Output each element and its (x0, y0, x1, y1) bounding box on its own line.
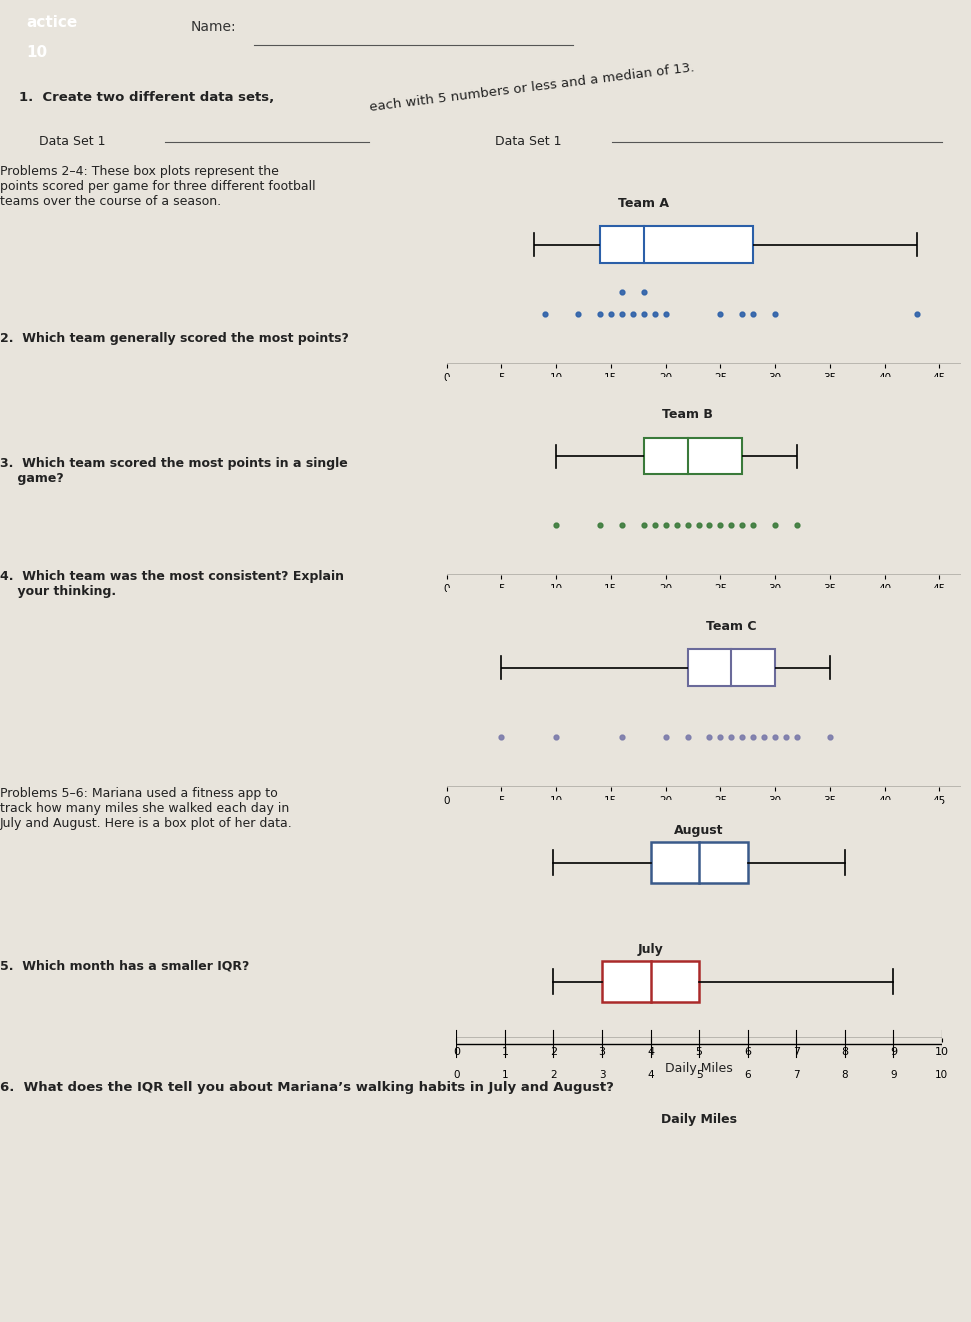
Text: Daily Miles: Daily Miles (661, 1113, 737, 1126)
Text: Data Set 1: Data Set 1 (495, 135, 561, 148)
Bar (687, 649, 775, 686)
Text: 9: 9 (890, 1071, 896, 1080)
Text: Problems 2–4: These box plots represent the
points scored per game for three dif: Problems 2–4: These box plots represent … (0, 165, 316, 209)
Text: 3.  Which team scored the most points in a single
    game?: 3. Which team scored the most points in … (0, 457, 348, 485)
Text: 4.  Which team was the most consistent? Explain
    your thinking.: 4. Which team was the most consistent? E… (0, 570, 344, 598)
Text: 8: 8 (842, 1071, 848, 1080)
Text: 3: 3 (599, 1071, 605, 1080)
Text: 4: 4 (648, 1071, 653, 1080)
Text: 6.  What does the IQR tell you about Mariana’s walking habits in July and August: 6. What does the IQR tell you about Mari… (0, 1081, 614, 1095)
Text: Data Set 1: Data Set 1 (39, 135, 105, 148)
Bar (644, 438, 742, 475)
Text: 0: 0 (453, 1071, 459, 1080)
Text: 10: 10 (935, 1071, 949, 1080)
Text: Team B: Team B (662, 408, 713, 422)
Text: 7: 7 (793, 1071, 799, 1080)
Text: 10: 10 (26, 45, 48, 59)
Bar (602, 961, 699, 1002)
Text: July: July (638, 943, 663, 956)
Text: Name:: Name: (190, 20, 236, 34)
Text: 2: 2 (551, 1071, 556, 1080)
Text: 5.  Which month has a smaller IQR?: 5. Which month has a smaller IQR? (0, 960, 250, 972)
Text: 2.  Which team generally scored the most points?: 2. Which team generally scored the most … (0, 332, 349, 345)
Text: Team C: Team C (706, 620, 756, 633)
Bar (651, 842, 748, 883)
Text: 6: 6 (745, 1071, 751, 1080)
Bar (600, 226, 753, 263)
Text: Problems 5–6: Mariana used a fitness app to
track how many miles she walked each: Problems 5–6: Mariana used a fitness app… (0, 787, 292, 830)
Text: 1: 1 (502, 1071, 508, 1080)
X-axis label: Daily Miles: Daily Miles (665, 1063, 733, 1075)
Text: actice: actice (26, 15, 78, 30)
Text: 5: 5 (696, 1071, 702, 1080)
Text: Team A: Team A (619, 197, 669, 210)
Text: 1.  Create two different data sets,: 1. Create two different data sets, (19, 91, 275, 104)
Text: each with 5 numbers or less and a median of 13.: each with 5 numbers or less and a median… (369, 62, 695, 115)
Text: August: August (675, 824, 723, 837)
